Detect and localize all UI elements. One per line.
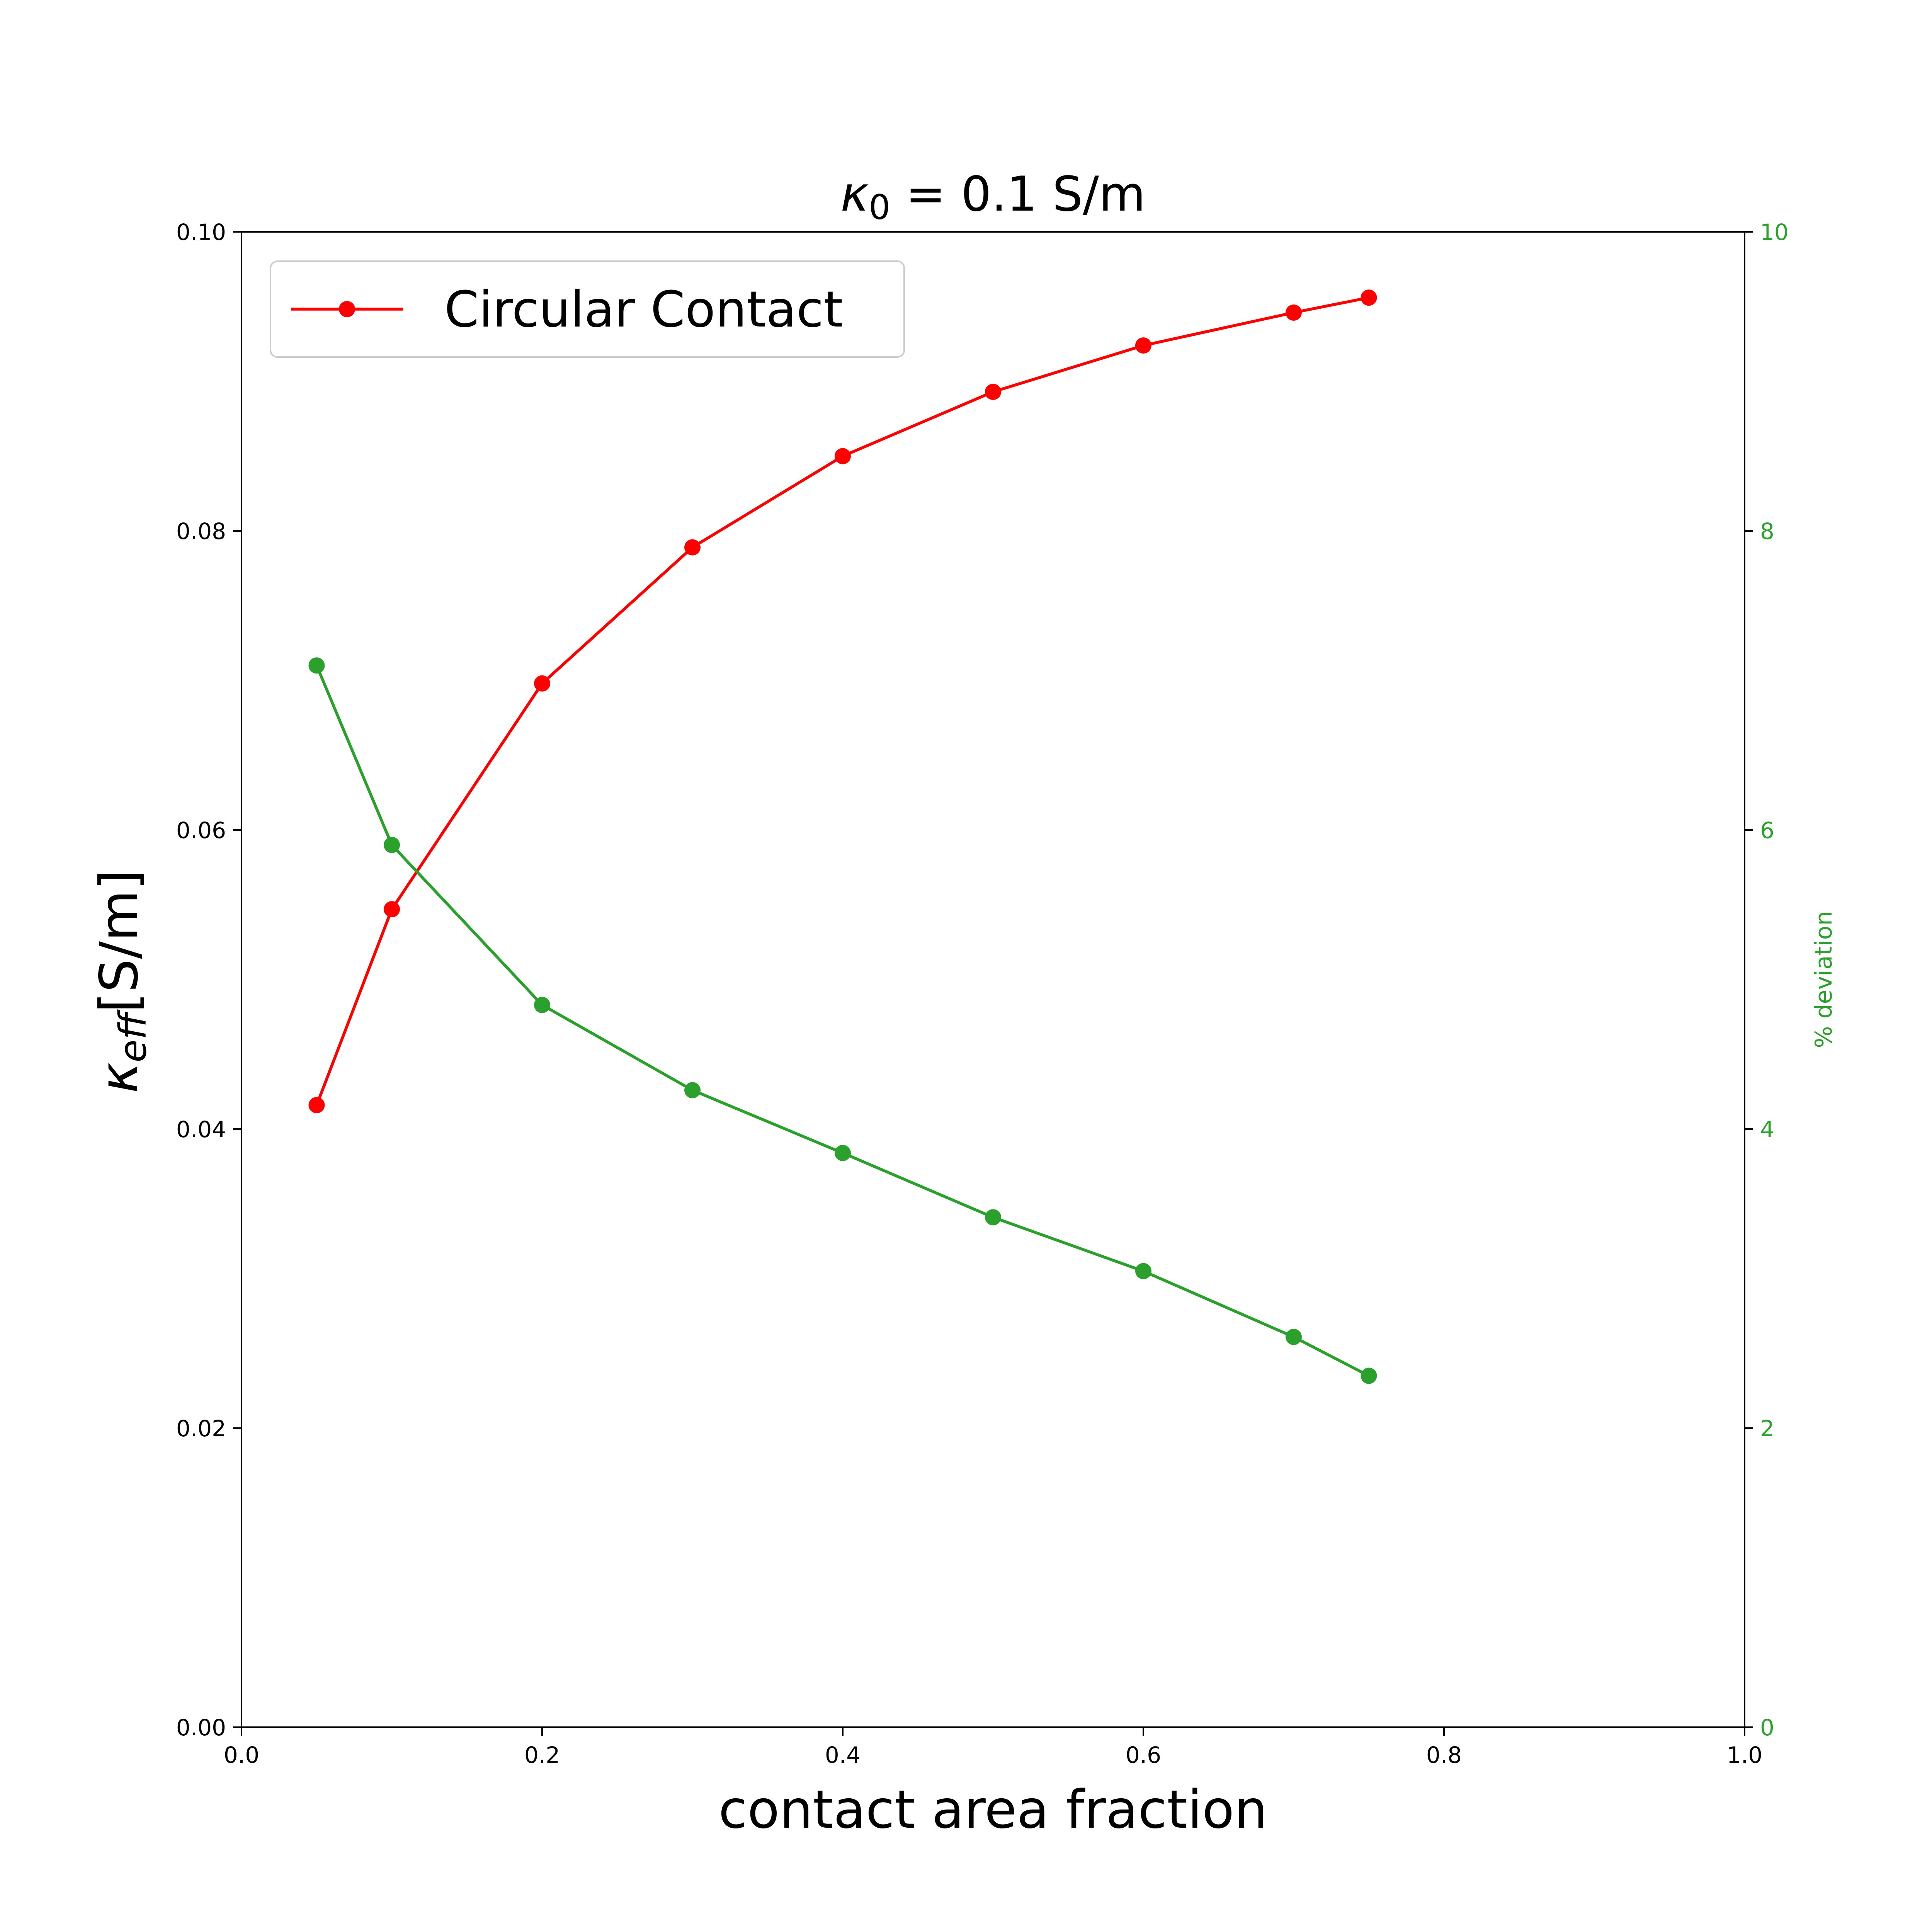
- series-0-point: [835, 448, 851, 464]
- series-1-point: [308, 657, 325, 674]
- series-1-point: [1361, 1367, 1377, 1384]
- title-subscript: 0: [869, 187, 890, 227]
- legend: Circular Contact: [270, 260, 905, 358]
- y2-tick-label: 0: [1760, 1714, 1774, 1741]
- y2-axis-ticks: 0 2 4 6 8 10: [1745, 219, 1789, 1741]
- title-symbol: κ: [840, 167, 869, 222]
- y-tick-label: 0.02: [176, 1415, 226, 1442]
- x-axis-label: contact area fraction: [718, 1779, 1267, 1840]
- series-1-point: [534, 997, 550, 1013]
- series-line-1: [315, 665, 1370, 1377]
- y2-tick-label: 4: [1760, 1116, 1774, 1143]
- x-tick-label: 0.8: [1426, 1742, 1462, 1768]
- series-line-0: [315, 296, 1369, 1106]
- series-1-point: [684, 1082, 701, 1099]
- chart-title: κ0 = 0.1 S/m: [840, 167, 1146, 227]
- y2-tick-label: 10: [1760, 219, 1789, 245]
- plot-series: [308, 289, 1377, 1384]
- y-axis-ticks: 0.00 0.02 0.04 0.06 0.08 0.10: [176, 219, 242, 1741]
- series-0-point: [1361, 289, 1377, 306]
- y-label-unit: [S/m]: [89, 869, 150, 1013]
- legend-box: [270, 260, 905, 358]
- title-rest: = 0.1 S/m: [890, 167, 1146, 222]
- y2-tick-label: 2: [1760, 1415, 1774, 1442]
- axes-frame: [241, 231, 1745, 1728]
- series-0-point: [384, 901, 400, 918]
- svg-text:κ0 = 0.1 S/m: κ0 = 0.1 S/m: [840, 167, 1146, 227]
- x-tick-label: 0.6: [1126, 1742, 1161, 1768]
- x-tick-label: 0.0: [224, 1742, 259, 1768]
- legend-label: Circular Contact: [444, 281, 843, 338]
- x-tick-label: 1.0: [1727, 1742, 1762, 1768]
- series-1-point: [1135, 1263, 1151, 1279]
- x-tick-label: 0.2: [524, 1742, 560, 1768]
- y2-tick-label: 6: [1760, 817, 1774, 844]
- y-tick-label: 0.04: [176, 1116, 226, 1143]
- series-0-point: [1135, 337, 1151, 354]
- y-label-symbol: κ: [89, 1062, 150, 1093]
- series-1-point: [384, 837, 400, 853]
- series-0-point: [534, 675, 550, 692]
- series-0-point: [985, 384, 1001, 400]
- series-1-point: [835, 1145, 851, 1161]
- series-0-point: [308, 1097, 325, 1114]
- series-0-point: [684, 539, 701, 556]
- y-tick-label: 0.10: [176, 219, 226, 245]
- series-0-point: [1286, 304, 1302, 321]
- y-tick-label: 0.00: [176, 1714, 226, 1741]
- legend-marker: [339, 301, 355, 317]
- y2-tick-label: 8: [1760, 518, 1774, 544]
- y-axis-label: κeff[S/m]: [89, 869, 155, 1093]
- y-label-subscript: eff: [111, 1009, 155, 1062]
- x-axis-ticks: 0.0 0.2 0.4 0.6 0.8 1.0: [224, 1727, 1762, 1768]
- series-1-point: [1286, 1328, 1302, 1345]
- y-tick-label: 0.06: [176, 817, 226, 844]
- y2-axis-label: % deviation: [1810, 911, 1837, 1048]
- svg-text:κeff[S/m]: κeff[S/m]: [89, 869, 155, 1093]
- x-tick-label: 0.4: [825, 1742, 861, 1768]
- series-1-point: [985, 1209, 1001, 1226]
- y-tick-label: 0.08: [176, 518, 226, 544]
